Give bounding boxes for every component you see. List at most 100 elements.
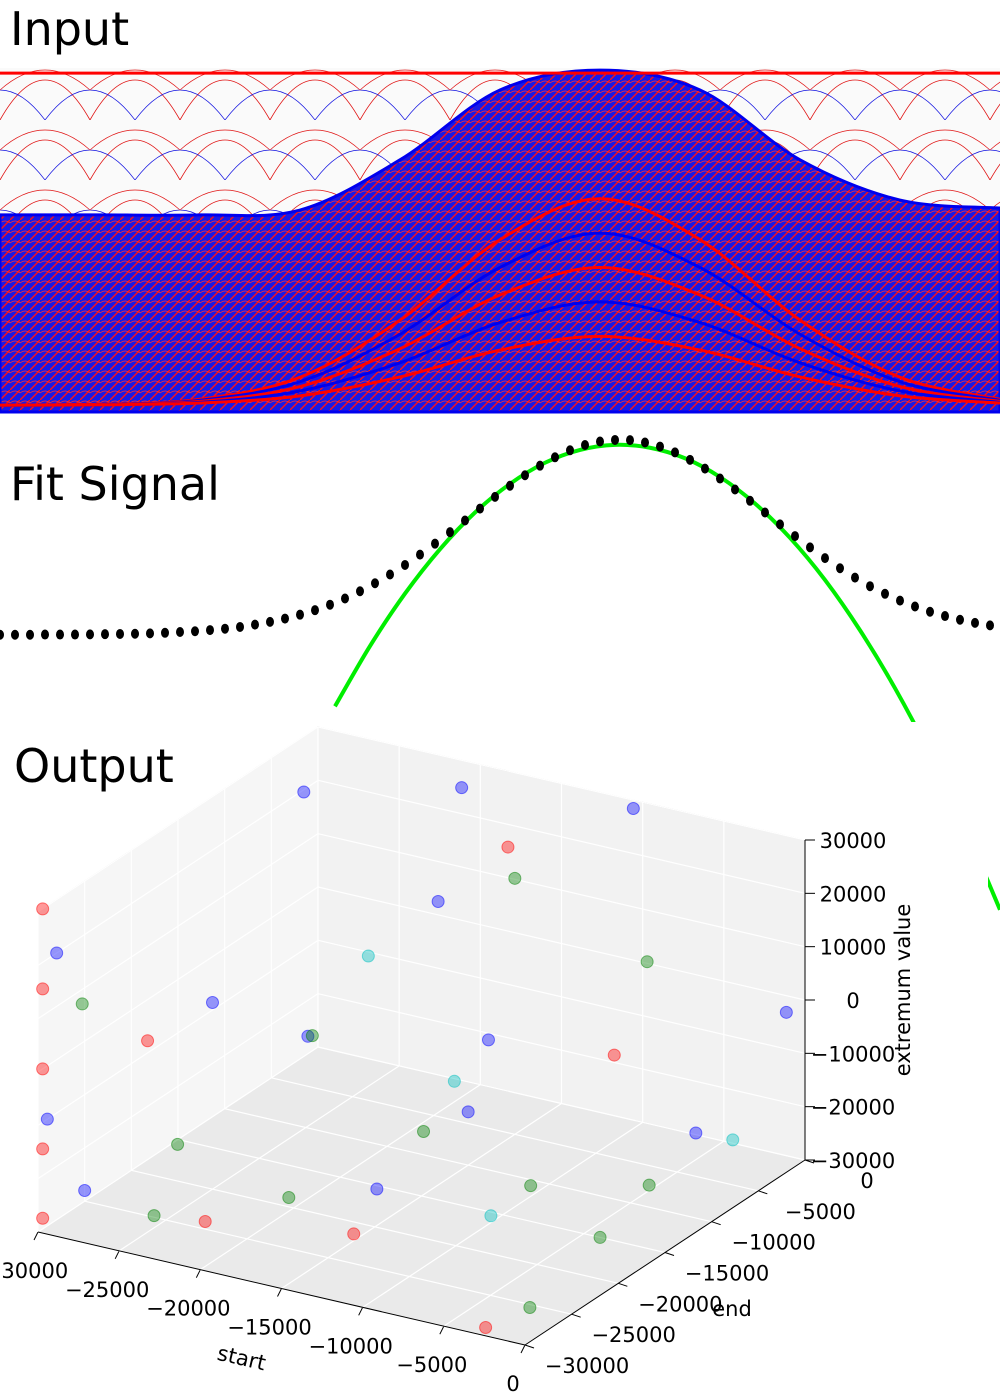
point <box>726 1133 740 1147</box>
signal-dot <box>671 447 679 458</box>
grid-line <box>37 1046 319 1233</box>
grid-line <box>37 886 319 1073</box>
z-tick-label: −30000 <box>811 1149 895 1173</box>
output-chart: −30000−25000−20000−15000−10000−500000−50… <box>0 726 915 1396</box>
signal-dot <box>836 563 844 574</box>
point <box>447 1074 461 1088</box>
point <box>455 781 469 795</box>
tick-mark <box>33 1231 39 1241</box>
signal-dot <box>176 627 184 638</box>
input-line <box>0 334 1000 407</box>
signal-dot <box>41 629 49 640</box>
signal-dot <box>941 611 949 622</box>
tick-mark <box>439 1325 445 1335</box>
signal-dot <box>461 515 469 526</box>
signal-dot <box>221 623 229 634</box>
signal-dot <box>986 620 994 631</box>
signal-dot <box>971 617 979 628</box>
y-axis-label: end <box>712 1297 752 1321</box>
y-tick-label: 0 <box>860 1169 873 1193</box>
y-tick-label: −25000 <box>591 1323 675 1347</box>
panel-title: Input <box>10 2 129 56</box>
signal-dot <box>191 626 199 637</box>
panel-title: Output <box>14 739 174 793</box>
point <box>40 1112 54 1126</box>
signal-dot <box>746 495 754 506</box>
point <box>50 946 64 960</box>
signal-dot <box>731 484 739 495</box>
point <box>626 802 640 815</box>
grid-line <box>317 833 806 948</box>
signal-dot <box>761 507 769 518</box>
point <box>501 840 515 854</box>
point <box>147 1209 161 1223</box>
tick-mark <box>571 1313 581 1318</box>
signal-dot <box>641 437 649 448</box>
panel-title: Fit Signal <box>10 457 220 511</box>
point <box>481 1033 495 1047</box>
signal-dot <box>911 601 919 612</box>
point <box>607 1048 621 1062</box>
signal-dot <box>401 559 409 570</box>
point <box>36 982 50 996</box>
grid-line <box>317 939 806 1054</box>
signal-dot <box>596 436 604 447</box>
fit-chart <box>0 434 1000 911</box>
tick-mark <box>524 1344 535 1349</box>
x-tick-label: −15000 <box>227 1316 311 1340</box>
grid-line <box>317 726 806 841</box>
y-axis-line <box>524 1159 806 1346</box>
point <box>78 1184 92 1197</box>
z-axis-label: extremum value <box>891 904 915 1077</box>
grid-line <box>37 726 319 913</box>
signal-dot <box>341 593 349 604</box>
y-tick-label: −20000 <box>638 1292 722 1316</box>
signal-dot <box>266 616 274 627</box>
signal-dot <box>881 588 889 599</box>
signal-dot <box>611 434 619 445</box>
signal-dot <box>386 569 394 580</box>
signal-dot <box>956 614 964 625</box>
grid-line <box>224 1108 712 1223</box>
point <box>689 1126 703 1140</box>
signal-dot <box>251 619 259 630</box>
grid-line <box>317 993 806 1108</box>
signal-dot <box>536 460 544 471</box>
z-tick-label: 10000 <box>820 936 887 960</box>
tick-mark <box>520 1344 526 1354</box>
y-tick-label: −10000 <box>731 1231 815 1255</box>
grid-line <box>177 1138 666 1254</box>
grid-line <box>317 886 806 1001</box>
x-tick-label: −30000 <box>0 1259 68 1283</box>
y-tick-label: −15000 <box>685 1262 769 1286</box>
signal-dot <box>326 599 334 610</box>
signal-dot <box>716 473 724 484</box>
signal-dot <box>866 581 874 592</box>
point <box>198 1214 212 1228</box>
point <box>508 871 522 885</box>
signal-dot <box>236 621 244 632</box>
tick-mark <box>358 1307 364 1316</box>
point <box>417 1124 431 1138</box>
grid-line <box>317 779 806 894</box>
x-tick-label: −10000 <box>308 1334 392 1358</box>
signal-dot <box>431 538 439 549</box>
x-tick-label: −5000 <box>396 1353 467 1377</box>
signal-dot <box>416 549 424 560</box>
point <box>484 1209 498 1223</box>
signal-dot <box>581 440 589 451</box>
signal-dot <box>701 463 709 474</box>
tick-mark <box>618 1282 628 1287</box>
signal-dot <box>311 605 319 616</box>
grid-line <box>271 1077 759 1192</box>
signal-dot <box>86 629 94 640</box>
signal-dot <box>131 628 139 639</box>
signal-dot <box>356 586 364 597</box>
grid-line <box>84 1200 572 1315</box>
point <box>282 1191 296 1205</box>
signal-dot <box>821 553 829 564</box>
x-tick-label: 0 <box>506 1372 519 1396</box>
signal-dot <box>491 491 499 502</box>
signal-dot <box>521 470 529 481</box>
z-tick-label: −20000 <box>811 1096 895 1120</box>
